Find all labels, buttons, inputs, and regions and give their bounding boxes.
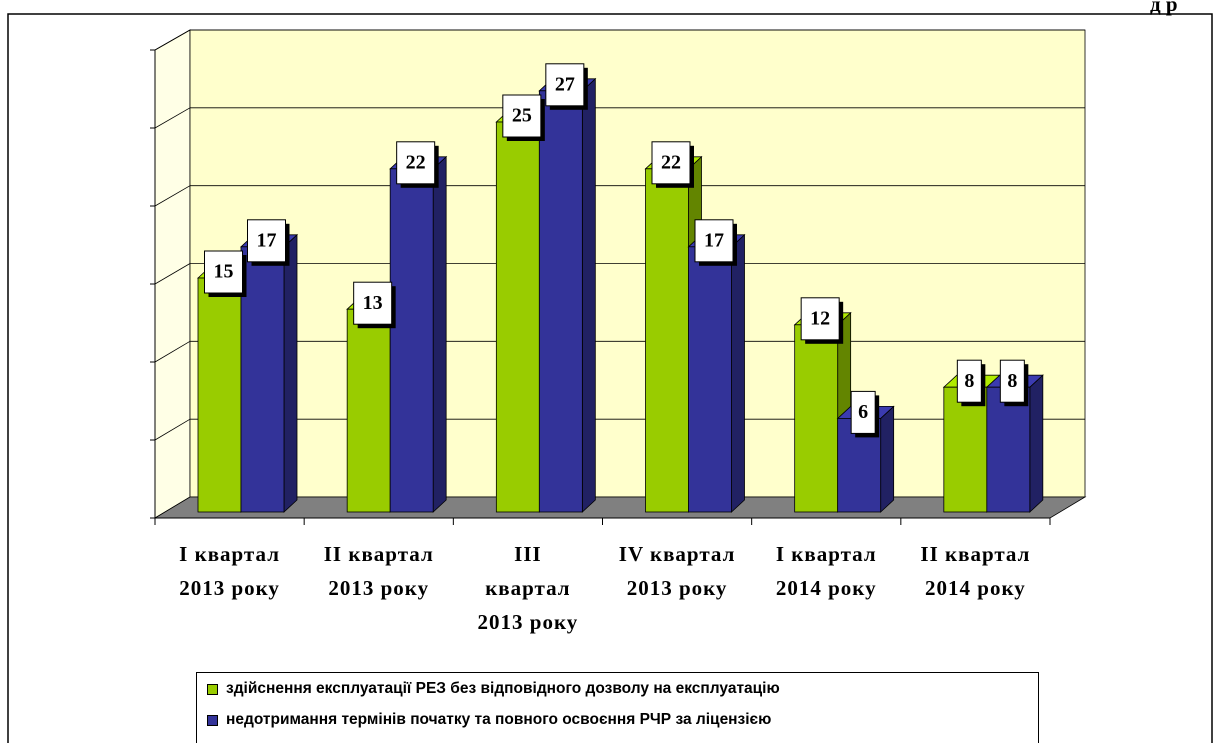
label-box bbox=[956, 359, 982, 403]
data-label: 8 bbox=[956, 359, 986, 407]
bar-front bbox=[389, 168, 434, 513]
x-tick-label: III квартал 2013 року bbox=[477, 542, 579, 634]
bar bbox=[239, 233, 299, 513]
data-label: 15 bbox=[204, 250, 247, 297]
legend-swatch bbox=[207, 714, 218, 726]
data-label: 13 bbox=[353, 281, 396, 329]
bar-front bbox=[240, 246, 285, 513]
legend-swatch bbox=[207, 683, 218, 695]
data-label: 17 bbox=[694, 219, 737, 266]
data-label: 17 bbox=[247, 219, 290, 266]
bar bbox=[389, 155, 448, 513]
data-label: 8 bbox=[999, 359, 1029, 407]
label-box bbox=[651, 141, 691, 185]
data-label: 22 bbox=[396, 141, 439, 188]
bar-side bbox=[1029, 374, 1044, 513]
bar bbox=[538, 77, 597, 513]
data-label-text: 8 bbox=[1007, 370, 1017, 392]
label-box bbox=[353, 281, 393, 325]
bar-front bbox=[495, 121, 540, 513]
label-box bbox=[694, 219, 734, 263]
label-box bbox=[999, 359, 1025, 403]
data-label: 27 bbox=[545, 63, 588, 110]
data-label-text: 13 bbox=[363, 292, 383, 314]
legend-label: здійснення експлуатації РЕЗ без відповід… bbox=[226, 680, 780, 697]
data-label-text: 17 bbox=[257, 229, 277, 251]
legend: здійснення експлуатації РЕЗ без відповід… bbox=[196, 672, 1039, 743]
grid-line bbox=[154, 340, 191, 363]
data-label-text: 25 bbox=[512, 105, 532, 127]
header-fragment: д р bbox=[1150, 0, 1178, 16]
data-label-text: 27 bbox=[555, 73, 575, 95]
data-label-text: 6 bbox=[858, 401, 868, 423]
bar-front bbox=[346, 308, 391, 513]
x-tick-label: IV квартал 2013 року bbox=[618, 542, 736, 600]
x-tick-label: I квартал 2014 року bbox=[775, 542, 877, 600]
grid-line bbox=[154, 418, 191, 441]
bar-side bbox=[283, 233, 298, 513]
label-box bbox=[247, 219, 286, 263]
data-label-text: 8 bbox=[964, 370, 974, 392]
data-label-text: 17 bbox=[704, 229, 724, 251]
bar-front bbox=[688, 246, 732, 513]
data-label-text: 15 bbox=[214, 261, 234, 283]
label-box bbox=[800, 297, 840, 341]
data-label: 12 bbox=[800, 297, 844, 344]
bar bbox=[687, 233, 746, 513]
data-label: 6 bbox=[850, 390, 880, 438]
bar-front bbox=[986, 386, 1031, 513]
label-box bbox=[204, 250, 243, 294]
legend-entry: недотримання термінів початку та повного… bbox=[207, 710, 771, 730]
bar-front bbox=[538, 90, 583, 513]
grid-line bbox=[154, 107, 191, 129]
label-box bbox=[850, 390, 876, 434]
x-tick-label: I квартал 2013 року bbox=[179, 542, 280, 600]
x-tick-label: II квартал 2014 року bbox=[920, 542, 1031, 600]
data-label-text: 22 bbox=[406, 151, 426, 173]
label-box bbox=[545, 63, 585, 107]
data-label-text: 12 bbox=[810, 307, 830, 329]
grid-line bbox=[154, 185, 191, 207]
grid-line bbox=[154, 29, 191, 51]
bar-front bbox=[794, 324, 839, 513]
data-label: 25 bbox=[502, 94, 545, 141]
plot: 15 17 13 22 25 27 22 17 12 6 8 8 bbox=[150, 29, 1085, 525]
label-box bbox=[396, 141, 436, 185]
data-label: 22 bbox=[651, 141, 694, 188]
data-label-text: 22 bbox=[661, 151, 681, 173]
bar-side bbox=[880, 405, 895, 513]
bar-side bbox=[581, 77, 596, 513]
legend-entry: здійснення експлуатації РЕЗ без відповід… bbox=[207, 679, 780, 699]
bar-front bbox=[645, 168, 689, 513]
bar-side bbox=[432, 155, 447, 513]
grid-line bbox=[154, 263, 191, 285]
bar-front bbox=[197, 277, 242, 513]
frame bbox=[7, 13, 1213, 743]
bar bbox=[985, 374, 1044, 513]
legend-label: недотримання термінів початку та повного… bbox=[226, 711, 772, 728]
bar-side bbox=[731, 233, 745, 513]
label-box bbox=[502, 94, 542, 138]
x-tick-label: II квартал 2013 року bbox=[323, 542, 434, 600]
